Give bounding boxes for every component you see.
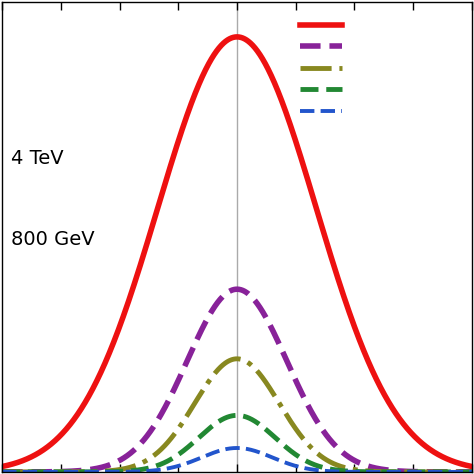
- Text: 800 GeV: 800 GeV: [11, 230, 94, 249]
- Legend: , , , , : , , , ,: [301, 18, 346, 119]
- Text: 4 TeV: 4 TeV: [11, 149, 64, 168]
